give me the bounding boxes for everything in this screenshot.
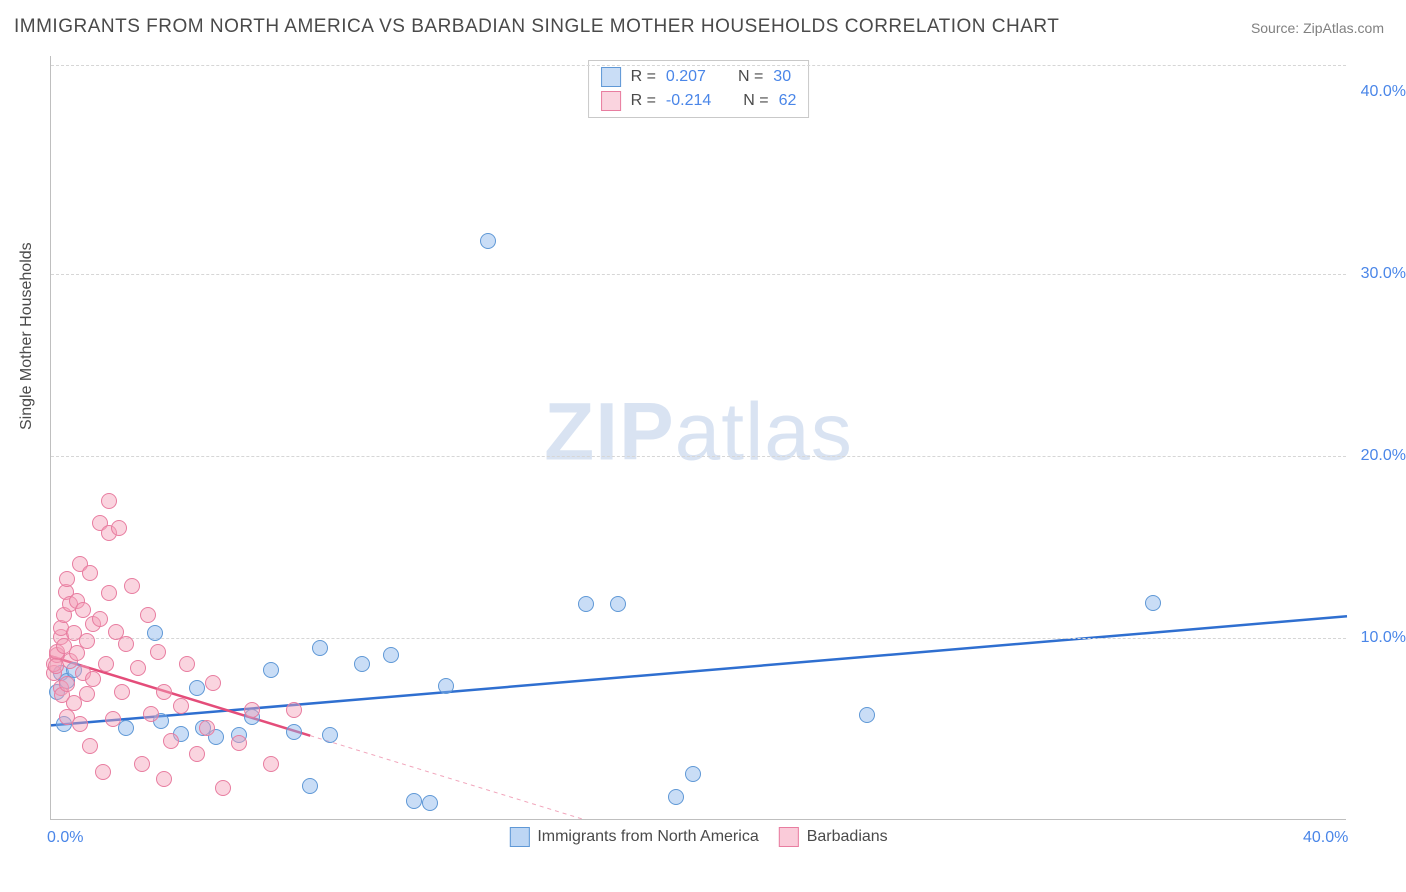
- scatter-point: [189, 680, 205, 696]
- scatter-point: [140, 607, 156, 623]
- legend-item: Barbadians: [779, 827, 888, 847]
- scatter-point: [75, 602, 91, 618]
- legend-swatch: [509, 827, 529, 847]
- scatter-point: [143, 706, 159, 722]
- y-tick-label: 10.0%: [1350, 629, 1406, 647]
- legend-item: Immigrants from North America: [509, 827, 758, 847]
- scatter-point: [422, 795, 438, 811]
- legend-swatch: [601, 91, 621, 111]
- scatter-point: [322, 727, 338, 743]
- gridline: [51, 274, 1346, 275]
- scatter-point: [179, 656, 195, 672]
- watermark-zip: ZIP: [544, 386, 675, 477]
- scatter-point: [98, 656, 114, 672]
- scatter-point: [685, 766, 701, 782]
- legend-label: Immigrants from North America: [537, 828, 758, 846]
- legend-swatch: [779, 827, 799, 847]
- scatter-point: [59, 571, 75, 587]
- scatter-point: [118, 720, 134, 736]
- scatter-point: [383, 647, 399, 663]
- scatter-point: [101, 493, 117, 509]
- scatter-point: [263, 662, 279, 678]
- scatter-point: [85, 671, 101, 687]
- source-label: Source:: [1251, 20, 1299, 36]
- scatter-point: [124, 578, 140, 594]
- scatter-point: [480, 233, 496, 249]
- y-tick-label: 20.0%: [1350, 447, 1406, 465]
- scatter-point: [105, 711, 121, 727]
- scatter-point: [286, 724, 302, 740]
- scatter-point: [156, 684, 172, 700]
- scatter-point: [215, 780, 231, 796]
- scatter-point: [79, 633, 95, 649]
- scatter-point: [199, 720, 215, 736]
- scatter-point: [231, 735, 247, 751]
- n-label: N =: [743, 92, 768, 110]
- r-value: -0.214: [666, 92, 711, 110]
- legend-label: Barbadians: [807, 828, 888, 846]
- scatter-point: [173, 698, 189, 714]
- scatter-point: [156, 771, 172, 787]
- gridline: [51, 456, 1346, 457]
- scatter-point: [286, 702, 302, 718]
- scatter-point: [118, 636, 134, 652]
- x-tick-label: 0.0%: [47, 829, 83, 847]
- scatter-point: [111, 520, 127, 536]
- n-label: N =: [738, 68, 763, 86]
- legend-swatch: [601, 67, 621, 87]
- series-legend: Immigrants from North America Barbadians: [509, 827, 887, 847]
- r-value: 0.207: [666, 68, 706, 86]
- scatter-point: [82, 565, 98, 581]
- x-tick-label: 40.0%: [1303, 829, 1348, 847]
- watermark-atlas: atlas: [675, 386, 853, 477]
- scatter-point: [263, 756, 279, 772]
- scatter-point: [147, 625, 163, 641]
- scatter-point: [1145, 595, 1161, 611]
- y-tick-label: 40.0%: [1350, 83, 1406, 101]
- scatter-point: [130, 660, 146, 676]
- source-attribution: Source: ZipAtlas.com: [1251, 20, 1384, 36]
- scatter-point: [79, 686, 95, 702]
- n-value: 30: [773, 68, 791, 86]
- scatter-point: [406, 793, 422, 809]
- scatter-point: [578, 596, 594, 612]
- source-value: ZipAtlas.com: [1303, 20, 1384, 36]
- y-tick-label: 30.0%: [1350, 265, 1406, 283]
- chart-plot-area: ZIPatlas R =0.207N =30R =-0.214N =62 Imm…: [50, 56, 1346, 820]
- scatter-point: [82, 738, 98, 754]
- r-label: R =: [631, 92, 656, 110]
- r-label: R =: [631, 68, 656, 86]
- correlation-row: R = -0.214 N = 62: [601, 89, 797, 113]
- gridline: [51, 638, 1346, 639]
- scatter-point: [101, 585, 117, 601]
- watermark: ZIPatlas: [544, 385, 853, 479]
- scatter-point: [244, 702, 260, 718]
- scatter-point: [438, 678, 454, 694]
- scatter-point: [668, 789, 684, 805]
- scatter-point: [205, 675, 221, 691]
- y-axis-label: Single Mother Households: [18, 242, 36, 430]
- scatter-point: [312, 640, 328, 656]
- scatter-point: [134, 756, 150, 772]
- scatter-point: [354, 656, 370, 672]
- correlation-legend: R = 0.207 N = 30 R = -0.214 N = 62: [588, 60, 810, 118]
- correlation-row: R = 0.207 N = 30: [601, 65, 797, 89]
- scatter-point: [610, 596, 626, 612]
- scatter-point: [189, 746, 205, 762]
- scatter-point: [72, 716, 88, 732]
- scatter-point: [302, 778, 318, 794]
- scatter-point: [114, 684, 130, 700]
- chart-title: IMMIGRANTS FROM NORTH AMERICA VS BARBADI…: [14, 16, 1059, 38]
- scatter-point: [95, 764, 111, 780]
- scatter-point: [859, 707, 875, 723]
- scatter-point: [92, 611, 108, 627]
- scatter-point: [59, 676, 75, 692]
- scatter-point: [150, 644, 166, 660]
- scatter-point: [163, 733, 179, 749]
- n-value: 62: [779, 92, 797, 110]
- gridline: [51, 65, 1346, 66]
